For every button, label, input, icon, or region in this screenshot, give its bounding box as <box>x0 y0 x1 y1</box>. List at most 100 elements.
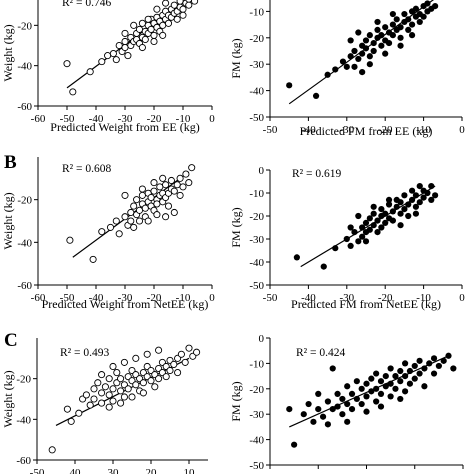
scatter-point <box>397 34 404 41</box>
scatter-point <box>378 224 385 231</box>
scatter-point <box>66 236 74 244</box>
scatter-point <box>359 233 366 240</box>
scatter-point <box>94 379 102 387</box>
scatter-point <box>130 223 138 231</box>
scatter-point <box>358 385 365 392</box>
scatter-point <box>177 350 185 358</box>
scatter-point <box>374 18 381 26</box>
scatter-point <box>416 18 423 26</box>
scatter-point <box>377 403 385 410</box>
scatter-point <box>132 354 140 362</box>
scatter-point <box>370 210 377 217</box>
scatter-point <box>347 53 354 60</box>
scatter-point <box>370 39 377 47</box>
scatter-point <box>130 202 138 210</box>
y-axis-label: Weight (kg) <box>1 192 15 249</box>
y-axis-label: FM (kg) <box>229 381 243 421</box>
y-tick-label: -30 <box>249 59 264 71</box>
scatter-point <box>382 373 389 380</box>
scatter-point <box>385 196 393 203</box>
x-tick-label: 30 <box>108 467 120 474</box>
scatter-point <box>162 373 170 381</box>
x-tick-label: -10 <box>416 124 431 136</box>
scatter-point <box>98 58 106 66</box>
scatter-point <box>133 196 141 204</box>
scatter-point <box>98 228 106 236</box>
scatter-point <box>132 381 140 389</box>
scatter-point <box>373 385 380 392</box>
scatter-point <box>155 375 163 383</box>
scatter-point <box>310 418 317 425</box>
scatter-point <box>355 29 362 36</box>
scatter-point <box>164 202 173 210</box>
scatter-point <box>162 0 170 7</box>
scatter-point <box>374 229 381 236</box>
r-squared-label: R² = 0.493 <box>60 347 109 359</box>
scatter-point <box>170 360 178 368</box>
scatter-point <box>411 375 418 382</box>
scatter-point <box>329 406 336 413</box>
scatter-point <box>139 389 147 397</box>
scatter-point <box>181 358 189 366</box>
scatter-point <box>416 357 423 364</box>
scatter-point <box>159 21 167 29</box>
scatter-point <box>162 213 170 221</box>
scatter-point <box>432 3 439 10</box>
scatter-point <box>63 60 71 68</box>
scatter-point <box>121 37 129 46</box>
scatter-point <box>113 369 121 377</box>
scatter-point <box>370 203 377 210</box>
scatter-point <box>408 21 416 28</box>
scatter-point <box>401 206 408 213</box>
scatter-point <box>359 50 366 57</box>
scatter-point <box>430 370 438 377</box>
panel-a-right-scatter: -50-40-30-20-100-50-40-30-20-100Predicte… <box>229 0 465 138</box>
scatter-point <box>153 211 161 219</box>
x-tick-label: 40 <box>70 467 82 474</box>
scatter-point <box>402 388 409 395</box>
scatter-point <box>138 185 146 193</box>
scatter-point <box>428 183 435 190</box>
scatter-point <box>300 411 307 418</box>
scatter-point <box>412 203 420 210</box>
scatter-point <box>117 387 125 395</box>
scatter-point <box>362 238 370 245</box>
scatter-point <box>324 71 331 78</box>
x-tick-label: 0 <box>459 292 465 304</box>
scatter-point <box>363 408 370 415</box>
scatter-point <box>191 0 199 5</box>
x-tick-label: -40 <box>301 124 316 136</box>
scatter-point <box>412 5 420 12</box>
scatter-point <box>347 224 354 231</box>
x-tick-label: -30 <box>339 124 354 136</box>
scatter-point <box>440 357 447 364</box>
x-tick-label: -30 <box>118 113 133 125</box>
x-tick-label: -50 <box>263 124 278 136</box>
scatter-point <box>320 263 327 270</box>
x-tick-label: -20 <box>378 124 393 136</box>
scatter-point <box>147 25 155 33</box>
scatter-point <box>332 66 339 73</box>
scatter-point <box>151 383 159 391</box>
scatter-point <box>358 400 365 408</box>
scatter-point <box>150 37 158 46</box>
scatter-point <box>153 5 161 13</box>
scatter-point <box>98 371 106 379</box>
scatter-point <box>373 370 380 377</box>
y-tick-label: -50 <box>249 280 264 292</box>
y-tick-label: -60 <box>16 455 31 467</box>
scatter-point <box>353 378 360 385</box>
scatter-point <box>343 235 350 243</box>
x-tick-label: -20 <box>147 292 162 304</box>
scatter-point <box>112 56 120 64</box>
scatter-point <box>69 88 77 96</box>
x-axis-label: Predicted FM from NetEE (kg) <box>291 297 441 311</box>
scatter-point <box>382 24 389 31</box>
scatter-point <box>405 16 412 23</box>
y-tick-label: -20 <box>249 384 264 396</box>
y-tick-label: -20 <box>249 33 264 45</box>
y-tick-label: -10 <box>249 6 264 18</box>
scatter-point <box>332 245 339 252</box>
